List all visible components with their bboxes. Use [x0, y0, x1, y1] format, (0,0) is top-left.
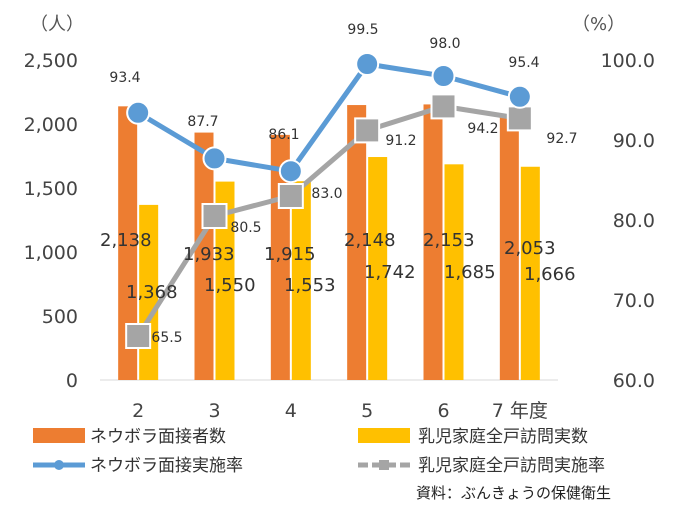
bar-value-label: 1,550 [204, 275, 256, 296]
rate-marker-square [354, 117, 381, 144]
x-axis-tick: 2 [132, 400, 144, 422]
rate-value-label: 80.5 [230, 220, 261, 236]
rate-value-label: 65.5 [151, 330, 182, 346]
rate-value-label: 94.2 [467, 121, 498, 137]
bar-interviews [347, 105, 367, 380]
rate-marker-circle [202, 146, 227, 171]
right-axis-tick: 60.0 [613, 370, 655, 392]
rate-marker-circle [507, 84, 532, 109]
bar-home-visits [444, 164, 464, 380]
rate-marker-square [430, 93, 457, 120]
bar-value-label: 1,553 [284, 275, 336, 296]
bar-value-label: 1,666 [524, 264, 576, 285]
left-axis-tick: 1,500 [24, 178, 78, 200]
rate-value-label: 98.0 [429, 36, 460, 52]
left-axis-tick: 2,000 [24, 114, 78, 136]
bar-value-label: 1,368 [126, 282, 178, 303]
rate-value-label: 91.2 [385, 133, 416, 149]
rate-marker-circle [126, 100, 151, 125]
bar-interviews [194, 132, 214, 380]
bar-value-label: 2,053 [504, 238, 556, 259]
line-series-2 [136, 61, 521, 174]
legend-swatch-interviews [33, 428, 85, 443]
rate-marker-square [125, 323, 152, 349]
rate-marker-circle [278, 159, 303, 184]
bar-interviews [118, 106, 138, 380]
rate-value-label: 93.4 [109, 70, 140, 86]
bar-interviews [499, 117, 519, 380]
left-axis-tick: 500 [42, 306, 78, 328]
bar-value-label: 1,915 [264, 244, 316, 265]
bar-value-label: 1,742 [364, 262, 416, 283]
right-axis-tick: 80.0 [613, 210, 655, 232]
rate-marker-square [506, 105, 533, 132]
legend-label: ネウボラ面接者数 [90, 427, 226, 447]
bar-home-visits [368, 157, 388, 380]
legend-label: 乳児家庭全戸訪問実数 [418, 427, 588, 447]
right-axis-unit: （%） [572, 14, 625, 35]
legend-marker-square [379, 460, 389, 470]
bar-home-visits [215, 181, 235, 380]
bar-value-label: 1,933 [183, 244, 235, 265]
x-axis-tick: 5 [361, 400, 373, 422]
rate-value-label: 86.1 [268, 127, 299, 143]
rate-marker-circle [431, 64, 456, 88]
rate-marker-square [277, 183, 304, 209]
bar-value-label: 2,148 [344, 230, 396, 251]
legend-label: 乳児家庭全戸訪問実施率 [418, 456, 605, 476]
rate-value-label: 83.0 [311, 186, 342, 202]
bar-value-label: 2,153 [423, 230, 475, 251]
left-axis-tick: 0 [66, 370, 78, 392]
left-axis-tick: 1,000 [24, 242, 78, 264]
left-axis-unit: （人） [30, 14, 84, 35]
bar-home-visits [291, 181, 311, 380]
source-note: 資料：ぶんきょうの保健衛生 [416, 484, 611, 502]
right-axis-tick: 70.0 [613, 290, 655, 312]
x-axis-tick: 7 年度 [492, 400, 548, 422]
legend-marker-circle [54, 460, 64, 470]
x-axis-tick: 4 [285, 400, 297, 422]
x-axis-tick: 6 [437, 400, 449, 422]
bar-value-label: 1,685 [444, 262, 496, 283]
right-axis-tick: 90.0 [613, 130, 655, 152]
right-axis-tick: 100.0 [601, 50, 655, 72]
bar-interviews [423, 104, 443, 380]
rate-value-label: 92.7 [546, 131, 577, 147]
rate-marker-circle [355, 52, 380, 76]
x-axis-tick: 3 [208, 400, 220, 422]
left-axis-tick: 2,500 [24, 50, 78, 72]
bar-value-label: 2,138 [100, 230, 152, 251]
rate-marker-square [201, 203, 228, 229]
legend-swatch-home-visits [358, 428, 410, 443]
rate-value-label: 95.4 [508, 55, 539, 71]
rate-value-label: 87.7 [187, 114, 218, 130]
rate-value-label: 99.5 [347, 22, 378, 38]
legend-label: ネウボラ面接実施率 [90, 456, 243, 476]
bar-home-visits [520, 166, 540, 380]
